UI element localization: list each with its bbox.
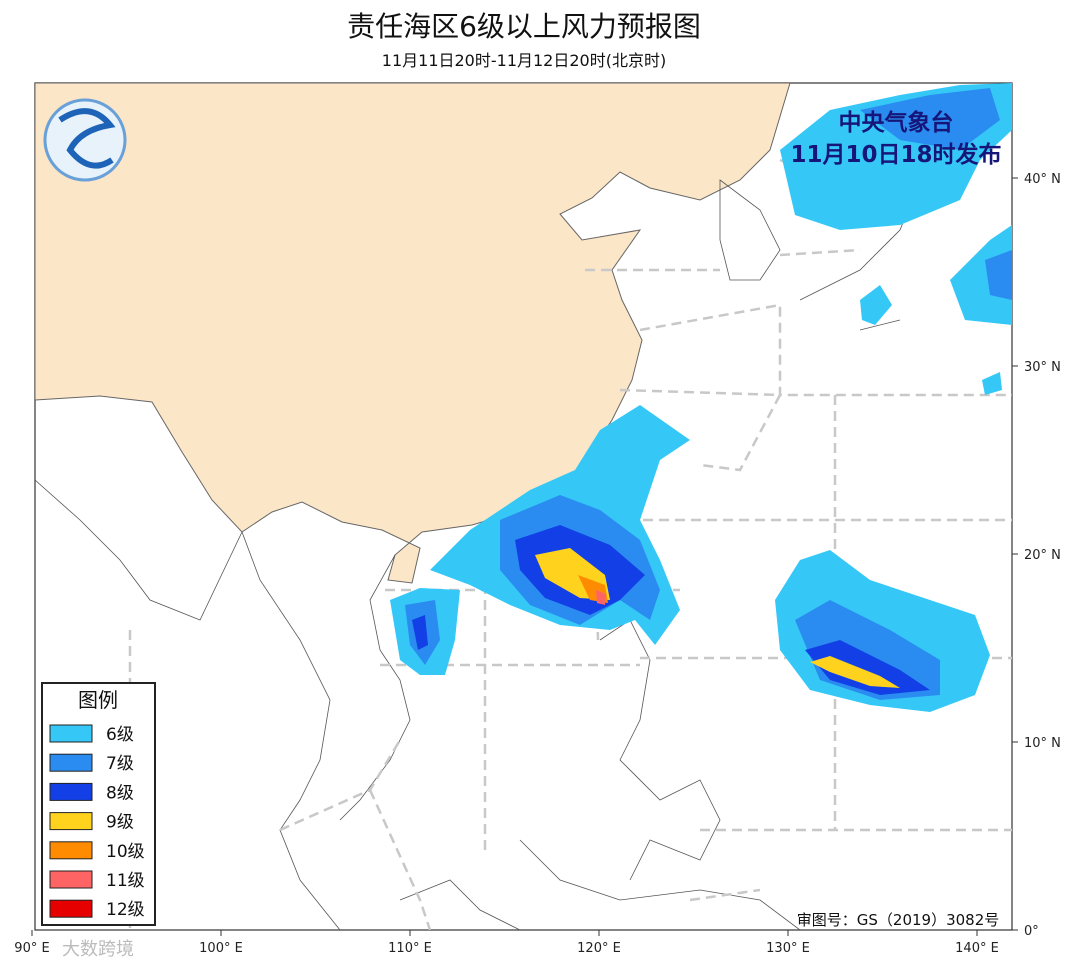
lat-label: 40° N <box>1024 172 1061 187</box>
issue-time: 11月10日18时发布 <box>790 141 1001 168</box>
legend: 图例 6级 7级 8级 9级 10级 11级 12级 <box>41 682 156 926</box>
legend-swatch <box>49 753 93 772</box>
legend-label: 11级 <box>106 871 145 891</box>
lat-label: 30° N <box>1024 360 1061 375</box>
lon-label: 100° E <box>199 941 243 956</box>
legend-swatch <box>49 782 93 801</box>
map-subtitle: 11月11日20时-11月12日20时(北京时) <box>382 51 666 70</box>
legend-title: 图例 <box>78 688 118 712</box>
legend-swatch <box>49 870 93 889</box>
lon-label: 110° E <box>388 941 432 956</box>
map-frame <box>34 82 1013 931</box>
lat-label: 20° N <box>1024 548 1061 563</box>
legend-label: 8级 <box>106 783 134 803</box>
lon-label: 140° E <box>955 941 999 956</box>
lon-label: 90° E <box>14 941 49 956</box>
legend-label: 7级 <box>106 754 134 774</box>
legend-label: 9级 <box>106 813 134 833</box>
legend-swatch <box>49 724 93 743</box>
lat-label: 0° <box>1024 924 1039 939</box>
lat-label: 10° N <box>1024 736 1061 751</box>
legend-swatch <box>49 841 93 860</box>
legend-label: 6级 <box>106 725 134 745</box>
legend-label: 12级 <box>106 900 145 920</box>
legend-swatch <box>49 812 93 831</box>
wind-zones <box>390 83 1012 712</box>
map-title: 责任海区6级以上风力预报图 <box>347 10 701 43</box>
review-number: 审图号：GS（2019）3082号 <box>797 911 1000 929</box>
issuer-name: 中央气象台 <box>839 109 954 136</box>
lon-label: 130° E <box>766 941 810 956</box>
lon-label: 120° E <box>577 941 621 956</box>
legend-swatch <box>49 899 93 918</box>
watermark: 大数跨境 <box>62 939 134 960</box>
legend-label: 10级 <box>106 842 145 862</box>
logo <box>43 98 127 182</box>
